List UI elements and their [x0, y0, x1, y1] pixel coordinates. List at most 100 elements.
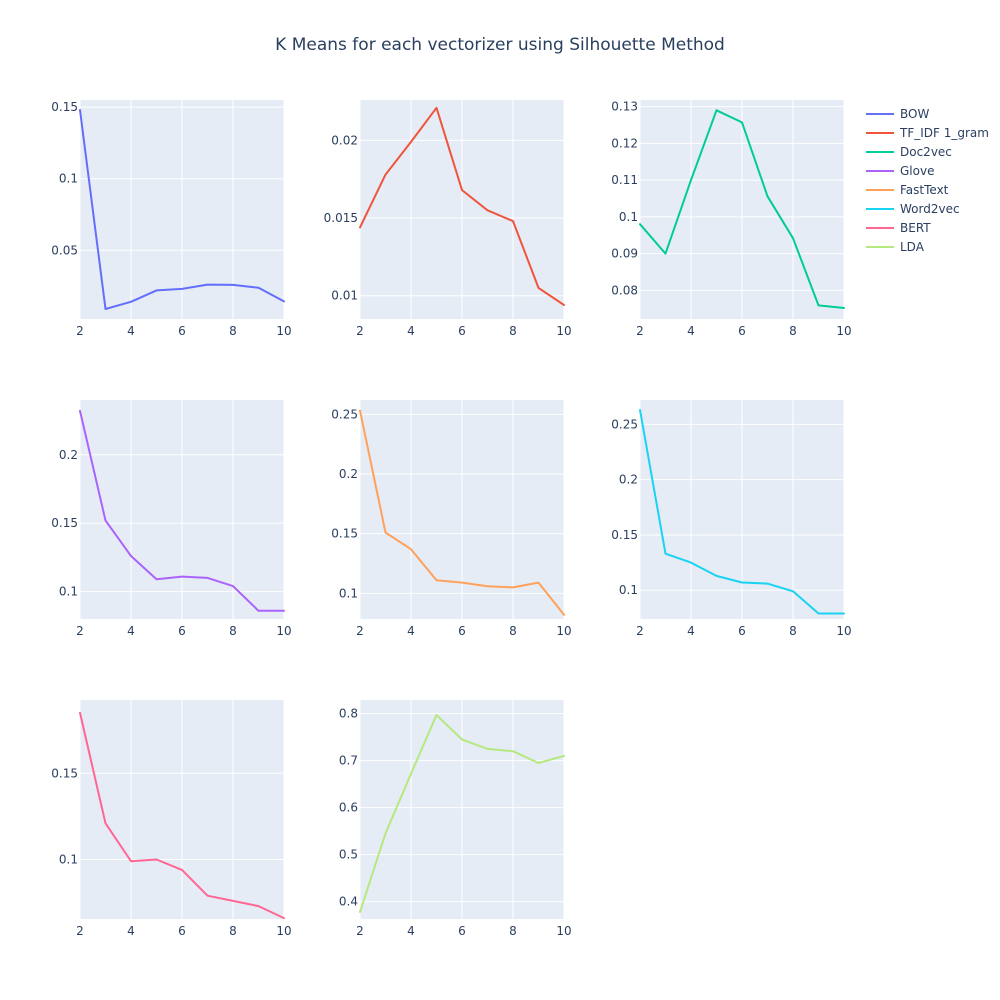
subplot-8: 2 4 6 8 10 0.4 0.5 0.6 0.7 0.8: [339, 700, 572, 938]
subplot-4: 2 4 6 8 10 0.1 0.15 0.2: [51, 400, 292, 638]
y-tick-label: 0.25: [611, 417, 638, 431]
subplot-2: 2 4 6 8 10 0.01 0.015 0.02: [324, 100, 572, 338]
subplot-6: 2 4 6 8 10 0.1 0.15 0.2 0.25: [611, 400, 852, 638]
y-tick-label: 0.4: [339, 895, 358, 909]
y-tick-label: 0.5: [339, 848, 358, 862]
x-tick-label: 8: [509, 924, 517, 938]
x-tick-label: 4: [407, 324, 415, 338]
subplot-7: 2 4 6 8 10 0.1 0.15: [51, 700, 292, 938]
y-tick-label: 0.12: [611, 136, 638, 150]
y-tick-label: 0.1: [59, 172, 78, 186]
y-tick-label: 0.09: [611, 247, 638, 261]
x-tick-label: 6: [458, 924, 466, 938]
legend-item[interactable]: TF_IDF 1_gram: [866, 126, 989, 140]
x-tick-label: 2: [636, 324, 644, 338]
y-tick-label: 0.11: [611, 173, 638, 187]
x-tick-label: 4: [687, 624, 695, 638]
x-tick-label: 6: [178, 924, 186, 938]
legend-label: Doc2vec: [900, 145, 952, 159]
series-line-word2vec[interactable]: [639, 409, 845, 615]
y-tick-label: 0.13: [611, 100, 638, 114]
x-tick-label: 2: [76, 324, 84, 338]
series-line-bow[interactable]: [79, 109, 285, 310]
x-tick-label: 6: [458, 324, 466, 338]
x-tick-label: 8: [789, 324, 797, 338]
x-tick-label: 2: [356, 324, 364, 338]
legend-item[interactable]: FastText: [866, 183, 949, 197]
legend-item[interactable]: BERT: [866, 221, 931, 235]
x-tick-label: 10: [276, 924, 291, 938]
y-tick-label: 0.25: [331, 407, 358, 421]
x-tick-label: 8: [229, 324, 237, 338]
y-tick-label: 0.2: [339, 467, 358, 481]
x-tick-label: 2: [76, 924, 84, 938]
series-line-doc2vec[interactable]: [639, 109, 845, 309]
y-tick-label: 0.015: [324, 211, 358, 225]
series-line-lda[interactable]: [359, 714, 565, 913]
y-tick-label: 0.08: [611, 283, 638, 297]
subplot-5: 2 4 6 8 10 0.1 0.15 0.2 0.25: [331, 400, 572, 638]
legend-label: BERT: [900, 221, 931, 235]
legend-item[interactable]: Glove: [866, 164, 934, 178]
x-tick-label: 8: [789, 624, 797, 638]
x-tick-label: 6: [738, 324, 746, 338]
y-tick-label: 0.02: [331, 133, 358, 147]
legend-label: BOW: [900, 107, 929, 121]
x-tick-label: 2: [356, 624, 364, 638]
series-line-glove[interactable]: [79, 409, 285, 612]
legend-item[interactable]: BOW: [866, 107, 929, 121]
x-tick-label: 10: [276, 324, 291, 338]
y-tick-label: 0.15: [51, 100, 78, 114]
subplot-1: 2 4 6 8 10 0.05 0.1 0.15: [51, 100, 292, 338]
legend[interactable]: BOW TF_IDF 1_gram Doc2vec Glove FastText Word…: [866, 107, 989, 254]
series-line-tf-idf-1-gram[interactable]: [359, 106, 565, 306]
x-tick-label: 10: [556, 624, 571, 638]
x-tick-label: 8: [509, 324, 517, 338]
y-tick-label: 0.15: [331, 527, 358, 541]
y-tick-label: 0.15: [51, 516, 78, 530]
legend-item[interactable]: Word2vec: [866, 202, 960, 216]
legend-item[interactable]: Doc2vec: [866, 145, 952, 159]
y-tick-label: 0.8: [339, 707, 358, 721]
x-tick-label: 6: [738, 624, 746, 638]
x-tick-label: 8: [229, 624, 237, 638]
y-tick-label: 0.1: [619, 583, 638, 597]
y-tick-label: 0.1: [339, 586, 358, 600]
y-tick-label: 0.1: [59, 853, 78, 867]
y-tick-label: 0.1: [619, 210, 638, 224]
y-tick-label: 0.2: [59, 448, 78, 462]
y-tick-label: 0.6: [339, 801, 358, 815]
x-tick-label: 8: [229, 924, 237, 938]
x-tick-label: 2: [356, 924, 364, 938]
y-tick-label: 0.05: [51, 243, 78, 257]
x-tick-label: 10: [836, 324, 851, 338]
chart-title: K Means for each vectorizer using Silhou…: [275, 35, 725, 55]
x-tick-label: 8: [509, 624, 517, 638]
y-tick-label: 0.15: [51, 766, 78, 780]
series-line-fasttext[interactable]: [359, 409, 565, 616]
x-tick-label: 4: [407, 924, 415, 938]
x-tick-label: 6: [178, 624, 186, 638]
legend-label: FastText: [900, 183, 949, 197]
x-tick-label: 6: [178, 324, 186, 338]
legend-label: LDA: [900, 240, 925, 254]
x-tick-label: 4: [407, 624, 415, 638]
x-tick-label: 4: [127, 924, 135, 938]
x-tick-label: 10: [556, 924, 571, 938]
legend-item[interactable]: LDA: [866, 240, 925, 254]
x-tick-label: 2: [636, 624, 644, 638]
subplot-3: 2 4 6 8 10 0.08 0.09 0.1 0.11 0.12 0.13: [611, 100, 851, 338]
x-tick-label: 6: [458, 624, 466, 638]
subplots: 2 4 6 8 10 0.05 0.1 0.15 2 4 6 8 10 0.01 0.015 0.02 2 4 6 8…: [51, 100, 851, 938]
legend-label: Word2vec: [900, 202, 960, 216]
y-tick-label: 0.1: [59, 585, 78, 599]
y-tick-label: 0.15: [611, 528, 638, 542]
x-tick-label: 4: [687, 324, 695, 338]
x-tick-label: 10: [556, 324, 571, 338]
x-tick-label: 10: [836, 624, 851, 638]
legend-label: TF_IDF 1_gram: [899, 126, 989, 140]
series-line-bert[interactable]: [79, 711, 285, 920]
x-tick-label: 4: [127, 624, 135, 638]
y-tick-label: 0.2: [619, 473, 638, 487]
